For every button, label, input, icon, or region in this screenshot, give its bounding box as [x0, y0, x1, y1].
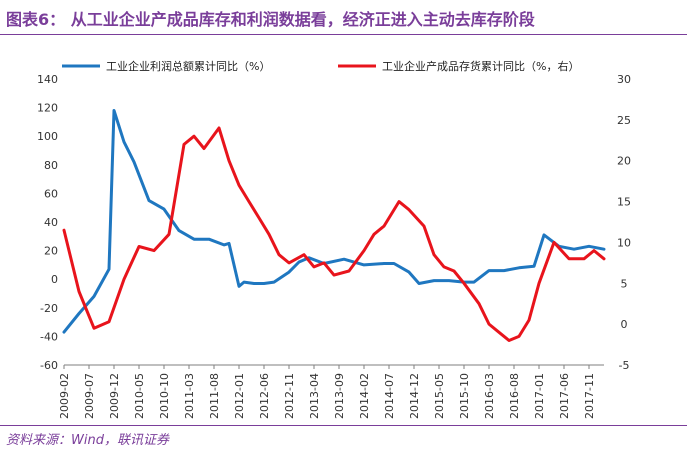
- left-tick-label: 60: [44, 187, 58, 200]
- title-rule: [0, 34, 687, 35]
- right-tick-label: 0: [621, 318, 628, 331]
- right-tick-label: 30: [617, 73, 631, 86]
- right-tick-label: 5: [621, 277, 628, 290]
- x-tick-label: 2009-02: [58, 373, 71, 419]
- x-tick-label: 2014-02: [358, 373, 371, 419]
- inventory-growth-line: [62, 126, 606, 342]
- right-tick-label: 15: [617, 196, 631, 209]
- left-tick-label: 120: [37, 102, 58, 115]
- x-tick-label: 2009-12: [108, 373, 121, 419]
- right-tick-label: -5: [619, 359, 630, 372]
- left-tick-label: 140: [37, 73, 58, 86]
- x-tick-label: 2017-01: [533, 373, 546, 419]
- left-tick-label: 0: [51, 273, 58, 286]
- x-tick-label: 2014-07: [383, 373, 396, 419]
- left-tick-label: 20: [44, 245, 58, 258]
- right-axis-ticks: -5 0 5 10 15 20 25 30: [617, 73, 631, 372]
- left-axis-ticks: -60 -40 -20 0 20 40 60 80 100 120 140: [37, 73, 58, 372]
- x-tick-label: 2013-04: [308, 373, 321, 419]
- x-tick-label: 2010-05: [133, 373, 146, 419]
- x-tick-label: 2009-07: [83, 373, 96, 419]
- profit-growth-line: [62, 109, 606, 334]
- x-tick-label: 2011-08: [208, 373, 221, 419]
- source-rule: [0, 425, 687, 426]
- x-tick-label: 2012-11: [283, 373, 296, 419]
- x-tick-label: 2014-12: [408, 373, 421, 419]
- left-tick-label: 100: [37, 130, 58, 143]
- x-tick-label: 2015-05: [433, 373, 446, 419]
- x-tick-label: 2015-10: [458, 373, 471, 419]
- x-tick-label: 2016-03: [483, 373, 496, 419]
- left-tick-label: -20: [40, 302, 58, 315]
- x-tick-label: 2013-09: [333, 373, 346, 419]
- x-tick-label: 2017-06: [558, 373, 571, 419]
- x-tick-label: 2011-03: [183, 373, 196, 419]
- dual-axis-line-chart: 工业企业利润总额累计同比（%） 工业企业产成品存货累计同比（%，右） -60 -40…: [37, 59, 631, 419]
- x-tick-label: 2017-11: [583, 373, 596, 419]
- x-tick-label: 2012-01: [233, 373, 246, 419]
- right-tick-label: 10: [617, 236, 631, 249]
- right-tick-label: 20: [617, 155, 631, 168]
- legend-label: 工业企业产成品存货累计同比（%，右）: [382, 59, 579, 73]
- x-axis-ticks: 2009-02 2009-07 2009-12 2010-05 2010-10 2011-…: [58, 365, 596, 419]
- x-tick-label: 2012-06: [258, 373, 271, 419]
- figure-source: 资料来源：Wind，联讯证券: [6, 433, 169, 448]
- left-tick-label: -60: [40, 359, 58, 372]
- x-tick-label: 2010-10: [158, 373, 171, 419]
- left-tick-label: 80: [44, 159, 58, 172]
- left-tick-label: 40: [44, 216, 58, 229]
- legend-label: 工业企业利润总额累计同比（%）: [106, 59, 270, 73]
- series-layer: [62, 109, 606, 342]
- legend: 工业企业利润总额累计同比（%） 工业企业产成品存货累计同比（%，右）: [62, 59, 579, 73]
- figure-title: 图表6： 从工业企业产成品库存和利润数据看，经济正进入主动去库存阶段: [6, 10, 535, 29]
- x-tick-label: 2016-08: [508, 373, 521, 419]
- right-tick-label: 25: [617, 114, 631, 127]
- left-tick-label: -40: [40, 330, 58, 343]
